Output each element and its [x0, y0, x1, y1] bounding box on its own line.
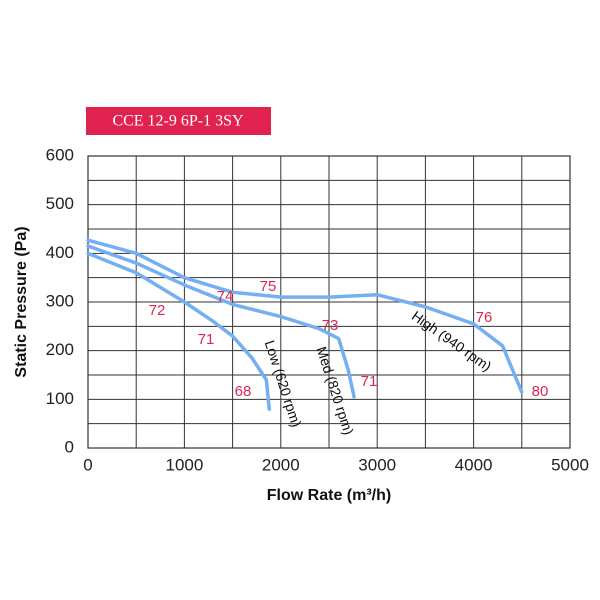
- x-tick-label: 0: [83, 455, 92, 474]
- y-tick-label: 400: [46, 243, 74, 262]
- x-tick-label: 4000: [455, 455, 493, 474]
- curve: [86, 251, 271, 411]
- y-axis-title: Static Pressure (Pa): [13, 226, 30, 377]
- x-tick-label: 2000: [262, 455, 300, 474]
- y-tick-label: 500: [46, 194, 74, 213]
- y-tick-label: 300: [46, 291, 74, 310]
- y-tick-label: 200: [46, 340, 74, 359]
- sound-level: 75: [260, 278, 277, 295]
- x-axis-title: Flow Rate (m³/h): [267, 487, 391, 504]
- sound-level: 73: [322, 317, 339, 334]
- sound-level: 72: [149, 302, 166, 319]
- x-tick-label: 5000: [551, 455, 589, 474]
- sound-level: 76: [476, 309, 493, 326]
- sound-level: 80: [532, 383, 549, 400]
- sound-level: 71: [198, 331, 215, 348]
- sound-level: 68: [235, 383, 252, 400]
- curve: [86, 238, 524, 394]
- plot-frame: [87, 155, 571, 449]
- curve: [86, 244, 356, 399]
- x-tick-label: 3000: [358, 455, 396, 474]
- curve-label: Med (820 rpm): [313, 344, 357, 436]
- chart-title: CCE 12-9 6P-1 3SY: [112, 113, 244, 130]
- y-tick-label: 100: [46, 389, 74, 408]
- title-box: [86, 107, 271, 135]
- sound-level: 71: [361, 373, 378, 390]
- y-tick-label: 600: [46, 145, 74, 164]
- x-tick-label: 1000: [165, 455, 203, 474]
- y-tick-label: 0: [65, 437, 74, 456]
- sound-level: 74: [217, 288, 234, 305]
